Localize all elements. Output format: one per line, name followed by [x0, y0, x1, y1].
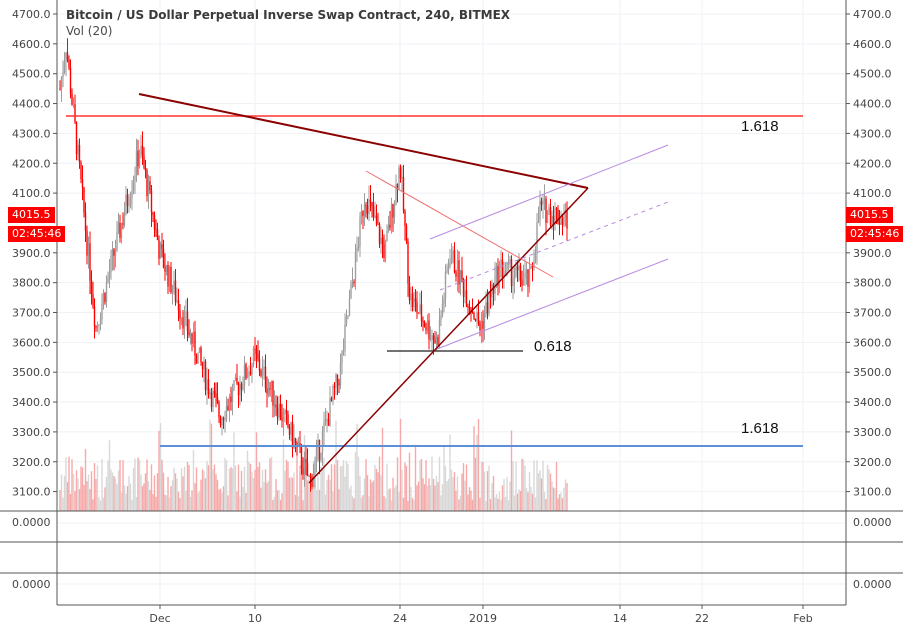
price-tick-label: 3100.0	[12, 486, 51, 499]
drawings[interactable]	[66, 93, 803, 484]
time-tick-label: Feb	[793, 612, 812, 625]
symbol-title[interactable]: Bitcoin / US Dollar Perpetual Inverse Sw…	[66, 8, 511, 22]
fib-mid-label: 0.618	[534, 338, 572, 355]
channel-lower[interactable]	[436, 258, 669, 350]
last-price-tag-left: 4015.5	[8, 207, 55, 223]
price-tick-label: 3200.0	[12, 456, 51, 469]
price-tick-label: 3900.0	[12, 247, 51, 260]
price-tick-label: 3400.0	[12, 396, 51, 409]
time-tick-label: 10	[248, 612, 262, 625]
time-tick-label: 22	[695, 612, 709, 625]
grid	[57, 0, 846, 605]
fib-top-label: 1.618	[741, 118, 779, 135]
price-tick-label: 4300.0	[12, 127, 51, 140]
time-tick-label: 14	[613, 612, 627, 625]
price-tick-label: 4300.0	[853, 127, 892, 140]
price-tick-label: 4200.0	[12, 157, 51, 170]
price-tick-label: 4500.0	[12, 68, 51, 81]
channel-mid[interactable]	[439, 201, 669, 291]
price-tick-label: 3700.0	[853, 307, 892, 320]
price-tick-label: 3400.0	[853, 396, 892, 409]
ascending-support[interactable]	[308, 187, 589, 484]
indicator-label[interactable]: Vol (20)	[66, 24, 113, 38]
subpane-2-left-label: 0.0000	[12, 578, 51, 591]
price-tick-label: 3700.0	[12, 307, 51, 320]
descending-resistance[interactable]	[138, 93, 589, 189]
volume-bars	[59, 418, 568, 511]
price-tick-label: 3500.0	[12, 366, 51, 379]
last-price-tag-right: 4015.5	[846, 207, 893, 223]
price-tick-label: 3300.0	[853, 426, 892, 439]
price-tick-label: 4700.0	[12, 8, 51, 21]
price-tick-label: 3600.0	[12, 336, 51, 349]
price-tick-label: 4700.0	[853, 8, 892, 21]
price-tick-label: 4200.0	[853, 157, 892, 170]
subpane-1-right-label: 0.0000	[853, 516, 892, 529]
price-tick-label: 3300.0	[12, 426, 51, 439]
price-tick-label: 4500.0	[853, 68, 892, 81]
price-tick-label: 3500.0	[853, 366, 892, 379]
chart-legend: Bitcoin / US Dollar Perpetual Inverse Sw…	[66, 8, 510, 39]
countdown-tag-right: 02:45:46	[846, 226, 903, 242]
falling-red-line[interactable]	[365, 170, 554, 278]
price-tick-label: 3800.0	[853, 277, 892, 290]
time-tick-label: 24	[393, 612, 407, 625]
time-axis[interactable]: Dec 10 24 2019 14 22 Feb	[149, 605, 813, 625]
pane-borders	[0, 0, 903, 606]
price-tick-label: 3800.0	[12, 277, 51, 290]
time-tick-label: Dec	[149, 612, 170, 625]
price-tick-label: 3900.0	[853, 247, 892, 260]
price-tick-label: 3100.0	[853, 486, 892, 499]
price-tick-label: 3600.0	[853, 336, 892, 349]
price-tick-label: 4400.0	[12, 98, 51, 111]
time-tick-label: 2019	[469, 612, 497, 625]
fib-bottom-label: 1.618	[741, 420, 779, 437]
price-tick-label: 4600.0	[12, 38, 51, 51]
countdown-tag-left: 02:45:46	[8, 226, 66, 242]
price-tick-label: 4600.0	[853, 38, 892, 51]
subpane-1-left-label: 0.0000	[12, 516, 51, 529]
channel-upper[interactable]	[429, 144, 669, 240]
price-tick-label: 4100.0	[853, 187, 892, 200]
subpane-2-right-label: 0.0000	[853, 578, 892, 591]
price-tick-label: 4100.0	[12, 187, 51, 200]
price-candles	[59, 38, 568, 492]
price-axis[interactable]: 4700.0 4700.0 4600.0 4600.0 4500.0 4500.0 4400…	[12, 8, 892, 499]
price-tick-label: 3200.0	[853, 456, 892, 469]
price-tick-label: 4400.0	[853, 98, 892, 111]
